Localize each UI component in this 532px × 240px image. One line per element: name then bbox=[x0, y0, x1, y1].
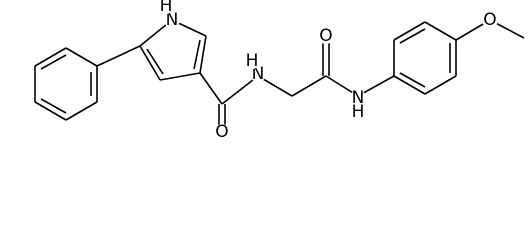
label-background bbox=[482, 12, 498, 28]
atom-label: N bbox=[166, 10, 179, 30]
label-background bbox=[318, 28, 334, 44]
label-background bbox=[214, 124, 230, 140]
label-background bbox=[164, 12, 180, 28]
label-background bbox=[158, 0, 174, 14]
atom-label: H bbox=[352, 102, 365, 122]
atom-label: H bbox=[246, 51, 259, 71]
atom-label: O bbox=[483, 10, 496, 30]
atom-label: N bbox=[252, 64, 265, 84]
atom-label: O bbox=[319, 26, 332, 46]
atom-label: H bbox=[160, 0, 173, 16]
label-background bbox=[244, 53, 260, 69]
label-background bbox=[250, 66, 266, 82]
label-background bbox=[350, 104, 366, 120]
bonds bbox=[34, 19, 525, 132]
atom-label: N bbox=[352, 88, 365, 108]
atom-label: O bbox=[215, 122, 228, 142]
label-background bbox=[350, 90, 366, 106]
